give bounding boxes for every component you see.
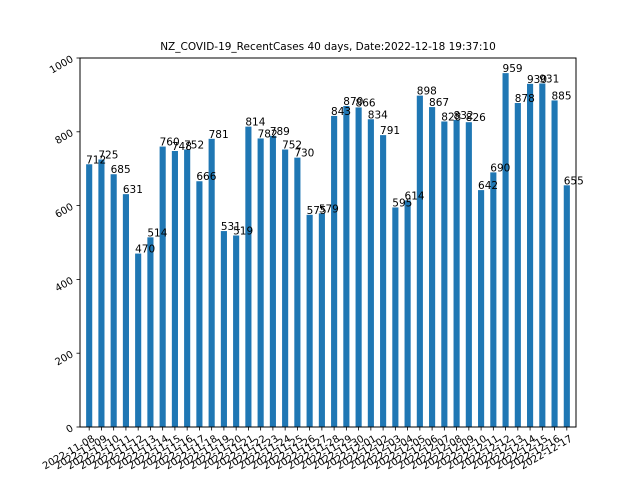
bar-2022-11-12: [135, 253, 142, 427]
bar-value-label: 666: [196, 171, 216, 183]
bar-2022-11-10: [110, 174, 117, 427]
bar-2022-11-14: [159, 146, 166, 427]
bar-value-label: 575: [307, 205, 327, 217]
bar-2022-11-20: [233, 235, 240, 427]
bar-2022-11-09: [98, 159, 105, 427]
bar-2022-11-23: [269, 135, 276, 427]
bar-2022-12-09: [465, 122, 472, 428]
bar-value-label: 725: [98, 149, 118, 161]
bar-2022-11-08: [86, 164, 93, 427]
y-tick-label: 600: [53, 202, 75, 221]
bar-value-label: 470: [135, 244, 155, 256]
bar-value-label: 866: [356, 97, 376, 109]
bar-2022-12-06: [429, 107, 436, 428]
bar-2022-11-26: [306, 214, 313, 427]
bar-2022-12-15: [539, 83, 546, 427]
bar-value-label: 642: [478, 180, 498, 192]
bar-2022-11-27: [318, 213, 325, 427]
bar-value-label: 834: [368, 109, 388, 121]
bar-2022-12-11: [490, 172, 497, 427]
bar-value-label: 579: [319, 203, 339, 215]
bar-value-label: 690: [490, 162, 510, 174]
y-tick-label: 800: [53, 128, 75, 147]
bar-value-label: 514: [147, 227, 167, 239]
y-tick-label: 1000: [48, 54, 76, 76]
bar-2022-12-10: [478, 190, 485, 427]
bar-value-label: 614: [405, 190, 425, 202]
bar-2022-11-29: [343, 105, 350, 427]
bar-value-label: 781: [209, 129, 229, 141]
bar-2022-11-15: [171, 150, 178, 427]
bar-2022-11-25: [294, 157, 301, 427]
bar-value-label: 712: [86, 154, 106, 166]
bar-value-label: 814: [245, 117, 265, 129]
bar-2022-11-11: [122, 194, 129, 427]
chart-title: NZ_COVID-19_RecentCases 40 days, Date:20…: [160, 41, 496, 53]
bar-value-label: 828: [441, 111, 461, 123]
bar-value-label: 782: [258, 128, 278, 140]
bar-value-label: 878: [515, 93, 535, 105]
bar-2022-11-28: [331, 115, 338, 428]
bar-value-label: 870: [343, 96, 363, 108]
bar-2022-11-18: [208, 138, 215, 427]
bar-2022-12-13: [514, 103, 521, 427]
bar-2022-11-16: [184, 149, 191, 427]
bar-value-label: 832: [454, 110, 474, 122]
bar-2022-11-21: [245, 126, 252, 427]
bar-2022-11-13: [147, 237, 154, 427]
x-axis: 2022-11-082022-11-092022-11-102022-11-11…: [41, 427, 575, 472]
bar-value-label: 752: [282, 140, 302, 152]
bar-2022-12-07: [441, 121, 448, 427]
bar-value-label: 685: [111, 164, 131, 176]
bar-2022-12-12: [502, 73, 509, 427]
bar-2022-11-30: [355, 107, 362, 428]
bar-2022-12-14: [527, 83, 534, 427]
bar-value-label: 595: [392, 197, 412, 209]
bar-2022-12-05: [416, 95, 423, 427]
bar-2022-12-02: [380, 135, 387, 427]
bar-value-label: 791: [380, 125, 400, 137]
bar-value-label: 931: [539, 73, 559, 85]
bar-value-label: 730: [294, 148, 314, 160]
bar-value-label: 655: [564, 175, 584, 187]
bars-group: [86, 73, 570, 428]
bar-2022-11-22: [257, 138, 264, 427]
plot-frame: [79, 57, 577, 428]
bar-value-label: 748: [172, 141, 192, 153]
bar-value-label: 930: [527, 74, 547, 86]
bar-2022-11-24: [282, 149, 289, 427]
bar-2022-11-19: [220, 231, 227, 427]
y-tick-label: 200: [53, 349, 75, 368]
bar-value-label: 531: [221, 221, 241, 233]
bar-2022-12-17: [563, 185, 570, 427]
bar-value-label: 843: [331, 106, 351, 118]
y-tick-label: 400: [53, 275, 75, 294]
y-axis: 0 200 400 600 800 1000: [48, 54, 80, 436]
bar-value-label: 789: [270, 126, 290, 138]
bar-value-label: 867: [429, 97, 449, 109]
bar-2022-12-16: [551, 100, 558, 427]
bar-2022-12-01: [367, 119, 374, 427]
bar-value-label: 760: [160, 137, 180, 149]
bar-2022-12-08: [453, 119, 460, 427]
bar-labels-group: 7127256856314705147607487526667815315198…: [86, 63, 584, 255]
bar-value-label: 826: [466, 112, 486, 124]
bar-value-label: 959: [503, 63, 523, 75]
bar-2022-12-04: [404, 200, 411, 427]
bar-value-label: 885: [552, 90, 572, 102]
bar-2022-11-17: [196, 181, 203, 427]
bar-value-label: 631: [123, 184, 143, 196]
bar-value-label: 898: [417, 86, 437, 98]
bar-2022-12-03: [392, 207, 399, 427]
bar-value-label: 752: [184, 140, 204, 152]
bar-value-label: 519: [233, 225, 253, 237]
y-tick-label: 0: [64, 423, 75, 436]
